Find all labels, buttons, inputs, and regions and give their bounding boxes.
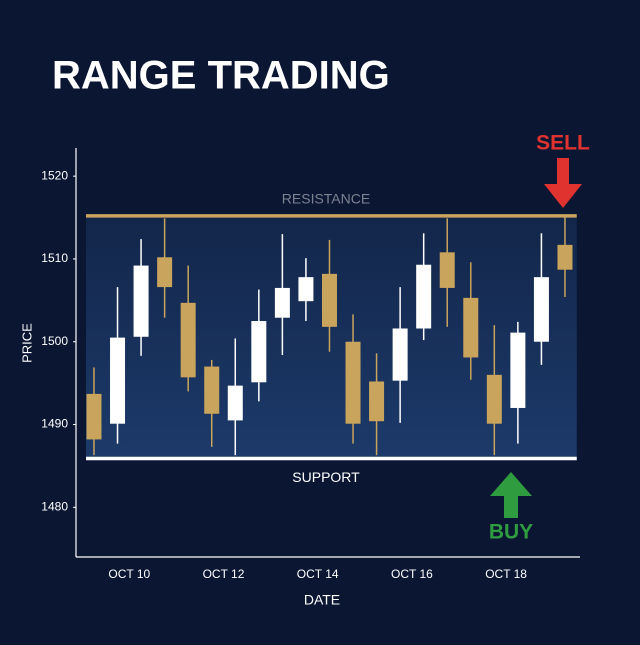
candle-body [463,297,479,358]
candle-body [251,321,267,383]
candle-body [157,257,173,288]
y-tick-label: 1500 [41,334,68,348]
x-tick-label: OCT 10 [108,567,150,581]
level-label: RESISTANCE [282,191,370,207]
buy-label: BUY [489,521,533,544]
x-tick-label: OCT 16 [391,567,433,581]
candle-body [133,265,149,337]
candle-body [204,366,220,414]
range-band [86,215,577,459]
y-tick-label: 1490 [41,417,68,431]
level-label: SUPPORT [292,469,360,485]
candle-body [321,273,337,327]
candle-body [486,374,502,424]
y-tick-label: 1520 [41,168,68,182]
candle-body [180,302,196,378]
x-axis-label: DATE [304,592,340,608]
x-tick-label: OCT 12 [203,567,245,581]
x-tick-label: OCT 18 [485,567,527,581]
candle-body [345,341,361,424]
candle-body [557,244,573,270]
sell-label: SELL [536,132,590,155]
candle-body [439,252,455,288]
candle-body [274,287,290,318]
candle-body [533,277,549,342]
candle-body [369,381,385,422]
candle-body [227,385,243,421]
candle-body [298,277,314,302]
y-axis-label: PRICE [19,323,34,363]
buy-arrow [490,472,532,518]
y-tick-label: 1510 [41,251,68,265]
y-tick-label: 1480 [41,499,68,513]
chart-title: RANGE TRADING [52,54,390,98]
x-tick-label: OCT 14 [297,567,339,581]
candle-body [416,264,432,329]
candle-body [86,393,102,440]
candle-body [110,337,126,424]
sell-arrow [544,158,582,208]
candle-body [510,332,526,408]
candle-body [392,328,408,381]
